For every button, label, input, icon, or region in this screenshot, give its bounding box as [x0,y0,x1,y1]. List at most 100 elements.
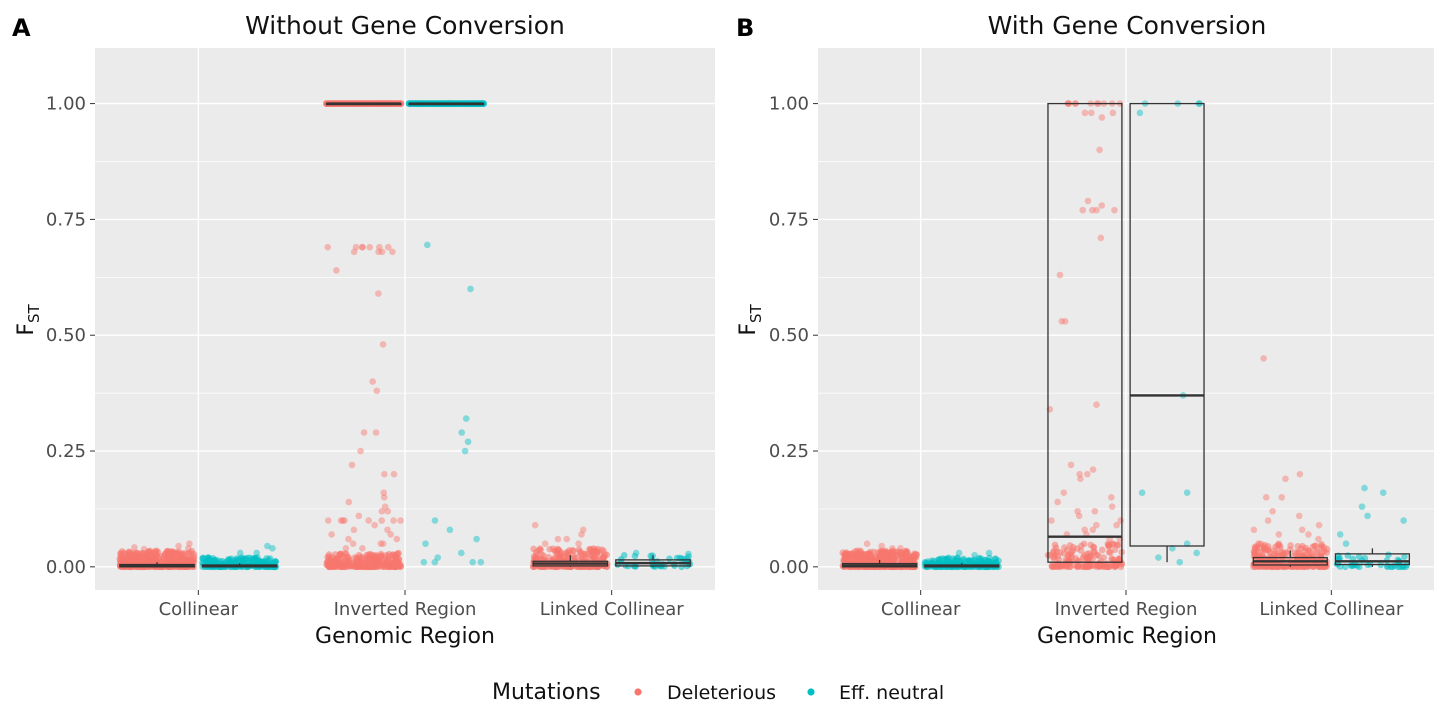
data-point [381,503,389,510]
x-tick-label: Collinear [159,599,239,620]
data-point [339,517,347,524]
data-point [337,517,345,524]
y-tick-label: 0.00 [769,557,809,578]
data-point [971,551,978,559]
panel-b-ylabel-main: F [736,323,761,336]
data-point [1250,526,1258,534]
data-point [131,544,138,551]
data-point [903,551,910,558]
data-point [342,545,350,552]
data-point [576,563,584,571]
y-tick-label: 0.75 [46,209,86,230]
data-point [464,438,472,446]
data-point [1079,206,1087,214]
data-point [1309,543,1317,551]
data-point [395,549,402,557]
data-point [380,494,388,501]
data-point [1336,554,1343,562]
panel-b: B With Gene Conversion 0.00 0.25 0.50 0.75 1… [736,11,1434,649]
data-point [390,517,397,524]
data-point [377,552,385,560]
data-point [369,378,376,385]
data-point [1061,544,1068,551]
data-point [145,548,153,555]
data-point [377,540,385,547]
data-point [1074,545,1081,552]
data-point [1313,548,1320,556]
data-point [422,540,429,547]
boxplots [119,102,691,568]
data-point [1080,552,1088,559]
data-point [579,526,587,534]
data-point [531,521,539,529]
data-point [853,552,861,559]
data-point [1169,545,1176,552]
data-point [346,562,353,569]
data-point [384,526,391,534]
data-point [1275,531,1283,538]
data-point [1093,401,1100,409]
data-point [685,550,692,558]
panel-a-xlabel: Genomic Region [315,624,495,649]
legend-swatch-deleterious [634,688,642,696]
data-point [875,552,883,560]
data-point [1193,549,1200,557]
data-point [1262,494,1270,501]
data-point [153,552,161,559]
data-point [352,243,360,251]
y-tick-label: 0.00 [46,557,86,578]
data-point [1361,484,1368,492]
data-point [324,243,332,251]
data-point [375,248,382,256]
data-point [1054,498,1061,506]
data-point [1255,540,1262,547]
data-point [359,243,366,251]
data-point [384,243,392,251]
legend-label-neutral: Eff. neutral [839,682,944,704]
data-point [1108,555,1116,562]
box-body [1334,553,1411,566]
data-point [357,447,364,455]
panel-b-ylabel: FST [736,303,765,335]
data-point [179,550,186,557]
data-point [543,563,551,571]
data-point [1269,507,1276,515]
data-point [586,563,593,570]
data-point [1081,526,1088,534]
data-point [992,555,999,562]
data-point [385,552,392,560]
legend-label-deleterious: Deleterious [667,682,776,704]
data-point [985,549,993,557]
data-point [373,387,381,395]
data-point [380,489,388,497]
data-point [631,552,639,560]
data-point [379,540,387,547]
data-point [1317,544,1325,551]
data-point [593,563,601,571]
data-point [328,531,335,538]
data-point [1176,558,1184,566]
data-point [1093,521,1100,529]
data-point [1089,206,1096,214]
data-point [264,542,271,550]
data-point [563,563,571,571]
data-point [1379,489,1387,497]
data-point [889,556,896,564]
data-point [1098,202,1106,209]
x-tick-label: Linked Collinear [1259,599,1404,620]
y-tick-label: 0.25 [46,441,86,462]
data-point [345,498,353,506]
data-point [231,557,238,565]
data-point [378,507,386,515]
data-point [1111,546,1119,553]
data-point [575,540,582,547]
data-point [341,517,348,524]
data-point [889,545,896,552]
data-point [251,555,259,562]
data-point [446,526,454,534]
data-point [913,551,920,558]
data-point [581,550,588,558]
data-point [1058,318,1066,325]
data-point [205,556,213,563]
